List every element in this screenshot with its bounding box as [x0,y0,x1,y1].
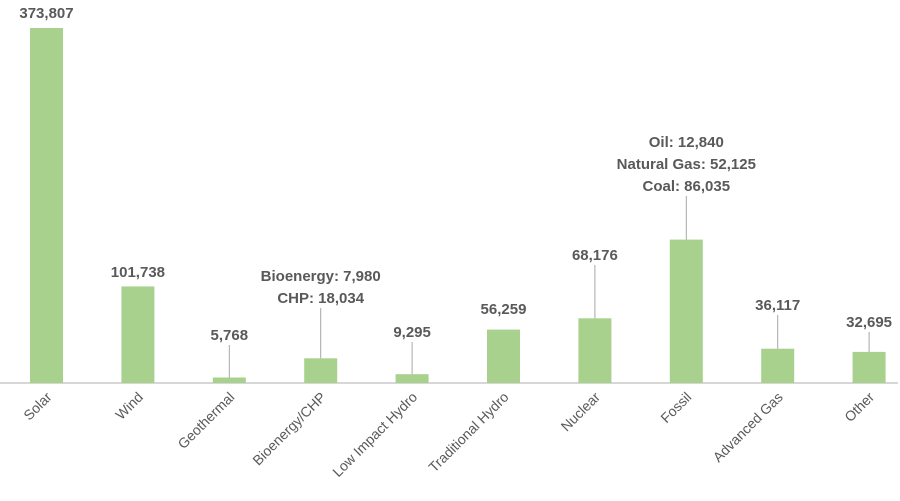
bar-bioenergy-chp [304,358,338,383]
category-label: Fossil [657,389,694,426]
data-label: 36,117 [755,297,800,314]
category-label: Traditional Hydro [425,389,511,475]
data-label: Natural Gas: 52,125 [617,156,756,173]
category-labels-group: Solar Wind Geothermal Bioenergy/CHP Low Impa… [20,389,877,480]
data-label: 5,768 [211,327,249,344]
data-label: Bioenergy: 7,980 [261,268,381,285]
bar-other [852,351,886,383]
bar-traditional-hydro [487,329,520,383]
category-label: Geothermal [174,389,237,452]
category-label: Nuclear [558,389,604,435]
leader-lines-group [228,196,870,378]
category-label: Low Impact Hydro [329,389,420,480]
data-label: 56,259 [481,301,527,318]
data-label: 32,695 [846,314,892,331]
bar-fossil [669,239,703,383]
bar-wind [121,286,155,383]
data-label: 101,738 [111,264,165,281]
bar-solar [30,28,63,383]
data-labels-group: 373,807 101,738 5,768 Bioenergy: 7,980 CHP: … [19,5,892,344]
bar-nuclear [578,318,612,383]
data-label: Coal: 86,035 [643,178,731,195]
bar-advanced-gas [761,348,795,383]
data-label: 9,295 [393,324,431,341]
bar-low-impact-hydro [395,374,429,383]
category-label: Bioenergy/CHP [249,389,329,469]
data-label: 373,807 [19,5,73,22]
data-label: CHP: 18,034 [277,290,364,307]
bars-group [30,28,886,383]
category-label: Advanced Gas [710,389,786,465]
bar-geothermal [212,377,246,383]
category-label: Wind [112,389,146,423]
category-label: Solar [20,389,55,424]
category-label: Other [841,389,877,425]
data-label: Oil: 12,840 [649,134,724,151]
data-label: 68,176 [572,247,618,264]
